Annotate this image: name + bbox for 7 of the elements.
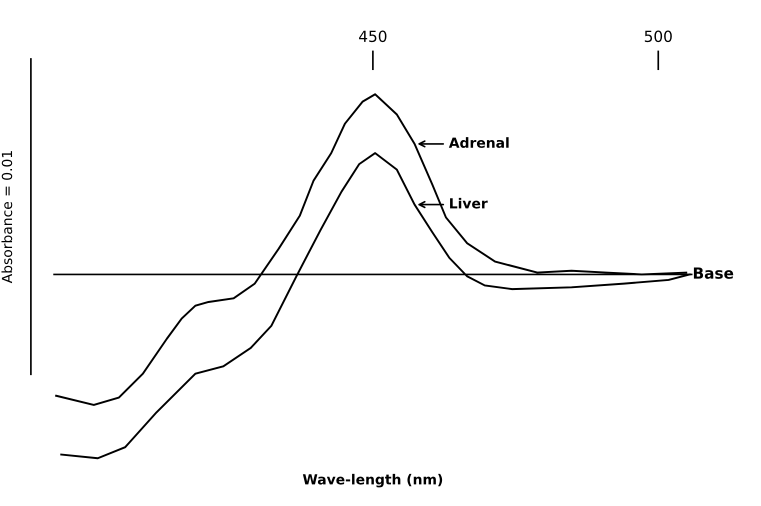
legend-label: Liver	[450, 198, 488, 209]
legend-label: Adrenal	[448, 137, 509, 148]
x-tick-label: 500	[644, 30, 672, 42]
x-axis-title: Wave-length (nm)	[302, 474, 442, 488]
ref-line-label: Base	[694, 267, 734, 279]
y-axis-title: Absorbance = 0.01	[1, 151, 12, 284]
x-tick-label: 450	[359, 30, 386, 42]
